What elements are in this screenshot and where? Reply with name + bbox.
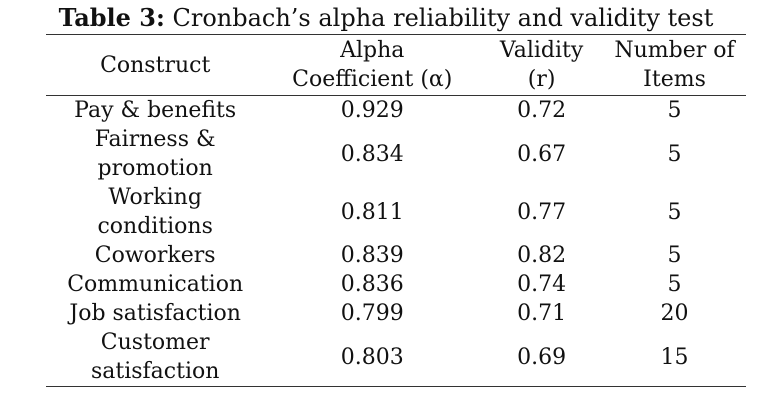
header-alpha-line2: Coefficient (α) xyxy=(292,67,453,92)
construct-name: Job satisfaction xyxy=(69,301,241,326)
items-cell: 5 xyxy=(667,98,682,123)
items-cell: 5 xyxy=(667,141,682,167)
header-alpha: Alpha Coefficient (α) xyxy=(264,35,480,96)
alpha-cell: 0.836 xyxy=(340,272,404,297)
construct-name-line2: promotion xyxy=(97,156,213,181)
table-caption: Table 3: Cronbach’s alpha reliability an… xyxy=(0,3,772,33)
items-cell: 5 xyxy=(667,243,682,268)
caption-text: Cronbach’s alpha reliability and validit… xyxy=(164,4,714,32)
header-items-line1: Number of xyxy=(614,38,735,63)
validity-cell: 0.67 xyxy=(517,141,567,167)
table-header: Construct Alpha Coefficient (α) Validity (… xyxy=(46,34,746,96)
table-row: Communication 0.836 0.74 5 xyxy=(46,270,746,299)
validity-cell: 0.77 xyxy=(517,199,567,225)
construct-cell: Communication xyxy=(46,270,264,299)
items-cell: 15 xyxy=(660,344,689,370)
construct-name-line1: Customer xyxy=(100,330,210,355)
header-construct: Construct xyxy=(46,35,264,96)
construct-cell: Pay & benefits xyxy=(46,96,264,126)
validity-cell: 0.74 xyxy=(517,272,567,297)
table-row: Job satisfaction 0.799 0.71 20 xyxy=(46,299,746,328)
header-validity-line2: (r) xyxy=(527,67,556,92)
header-row: Construct Alpha Coefficient (α) Validity (… xyxy=(46,34,746,96)
caption-label: Table 3: xyxy=(58,3,165,32)
items-cell: 5 xyxy=(667,199,682,225)
table-row: Fairness & promotion 0.834 0.67 5 xyxy=(46,125,746,183)
header-validity: Validity (r) xyxy=(480,35,603,96)
items-cell: 20 xyxy=(660,301,689,326)
table-row: Customer satisfaction 0.803 0.69 15 xyxy=(46,328,746,387)
reliability-validity-table: Construct Alpha Coefficient (α) Validity (… xyxy=(46,34,746,387)
alpha-cell: 0.839 xyxy=(340,243,404,268)
validity-cell: 0.71 xyxy=(517,301,567,326)
construct-name-line2: conditions xyxy=(97,214,213,239)
header-alpha-line1: Alpha xyxy=(340,38,405,63)
header-construct-label: Construct xyxy=(100,52,211,78)
table-row: Pay & benefits 0.929 0.72 5 xyxy=(46,96,746,126)
items-cell: 5 xyxy=(667,272,682,297)
construct-name-line1: Fairness & xyxy=(94,127,216,152)
construct-name: Pay & benefits xyxy=(74,98,237,123)
construct-cell: Coworkers xyxy=(46,241,264,270)
validity-cell: 0.82 xyxy=(517,243,567,268)
construct-name: Coworkers xyxy=(94,243,216,268)
table-body: Pay & benefits 0.929 0.72 5 Fairness & pr… xyxy=(46,96,746,387)
validity-cell: 0.72 xyxy=(517,98,567,123)
validity-cell: 0.69 xyxy=(517,344,567,370)
header-validity-line1: Validity xyxy=(499,38,584,63)
alpha-cell: 0.811 xyxy=(340,199,404,225)
table-row: Coworkers 0.839 0.82 5 xyxy=(46,241,746,270)
construct-cell: Customer satisfaction xyxy=(46,328,264,387)
table-row: Working conditions 0.811 0.77 5 xyxy=(46,183,746,241)
construct-name-line2: satisfaction xyxy=(90,359,220,384)
header-items-line2: Items xyxy=(643,67,706,92)
construct-name-line1: Working xyxy=(108,185,202,210)
alpha-cell: 0.834 xyxy=(340,141,404,167)
alpha-cell: 0.929 xyxy=(340,98,404,123)
alpha-cell: 0.799 xyxy=(340,301,404,326)
construct-cell: Job satisfaction xyxy=(46,299,264,328)
header-items: Number of Items xyxy=(603,35,746,96)
construct-cell: Working conditions xyxy=(46,183,264,241)
alpha-cell: 0.803 xyxy=(340,344,404,370)
construct-cell: Fairness & promotion xyxy=(46,125,264,183)
construct-name: Communication xyxy=(67,272,244,297)
